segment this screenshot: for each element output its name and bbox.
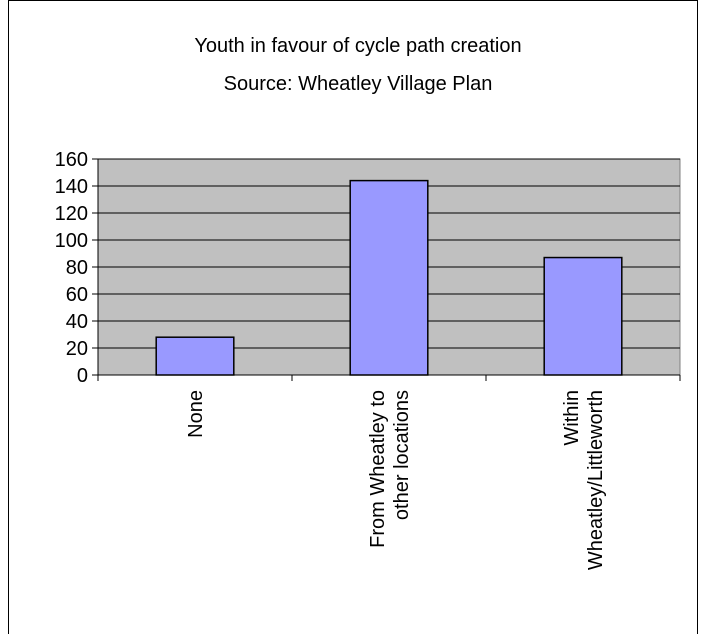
y-tick-label: 40 <box>66 311 88 333</box>
chart-border <box>8 0 698 634</box>
y-tick-label: 120 <box>55 203 88 225</box>
chart-subtitle: Source: Wheatley Village Plan <box>224 73 493 95</box>
bar <box>349 179 429 376</box>
chart-title: Youth in favour of cycle path creation <box>194 35 521 57</box>
x-tick-label: From Wheatley to other locations <box>367 390 413 548</box>
x-tick-label: None <box>185 390 207 438</box>
x-tick-label: Within Wheatley/Littleworth <box>561 390 607 570</box>
y-tick-label: 160 <box>55 149 88 171</box>
bar <box>543 256 623 376</box>
y-tick-label: 20 <box>66 338 88 360</box>
bar <box>155 336 235 376</box>
y-tick-label: 80 <box>66 257 88 279</box>
y-tick-label: 0 <box>77 365 88 387</box>
y-tick-label: 60 <box>66 284 88 306</box>
y-tick-label: 140 <box>55 176 88 198</box>
y-tick-label: 100 <box>55 230 88 252</box>
